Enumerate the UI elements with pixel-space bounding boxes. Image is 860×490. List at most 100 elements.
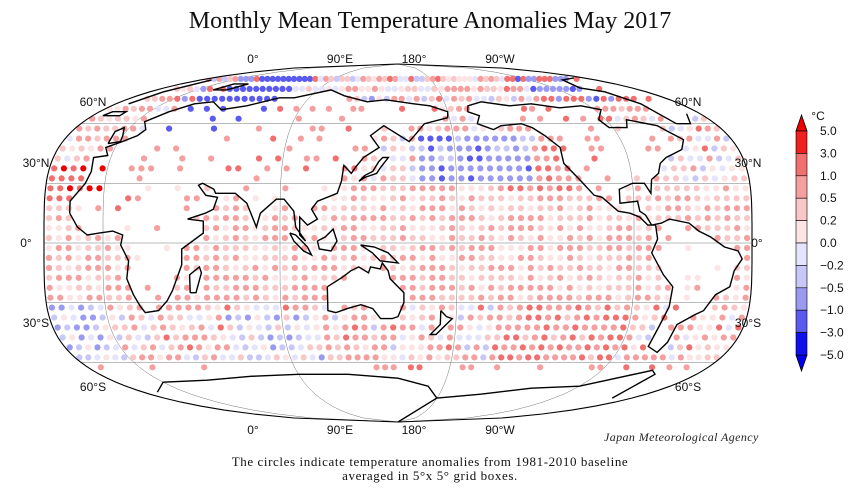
anomaly-dot	[338, 75, 346, 82]
anomaly-dot	[626, 244, 633, 252]
anomaly-dot	[517, 225, 525, 232]
anomaly-dot	[409, 155, 416, 162]
anomaly-dot	[390, 195, 397, 202]
anomaly-dot	[626, 334, 633, 341]
anomaly-dot	[692, 334, 699, 341]
anomaly-dot	[301, 274, 308, 281]
coastline-americas	[466, 101, 744, 354]
anomaly-dot	[96, 185, 103, 192]
anomaly-dot	[183, 264, 190, 271]
anomaly-dot	[409, 175, 416, 182]
map-caption: The circles indicate temperature anomali…	[0, 455, 860, 483]
anomaly-dot	[488, 215, 495, 222]
anomaly-dot	[477, 314, 484, 321]
anomaly-dot	[537, 274, 544, 281]
anomaly-dot	[173, 145, 180, 152]
anomaly-dot	[270, 344, 277, 351]
anomaly-dot	[610, 105, 617, 112]
anomaly-dot	[302, 165, 310, 172]
anomaly-dot	[445, 344, 452, 351]
anomaly-dot	[537, 205, 544, 212]
anomaly-dot	[578, 354, 586, 361]
anomaly-dot	[677, 125, 684, 132]
anomaly-dot	[593, 95, 600, 102]
legend-tick-label: −0.2	[820, 258, 844, 272]
anomaly-dot	[174, 185, 181, 192]
anomaly-dot	[625, 195, 632, 202]
anomaly-dot	[209, 115, 216, 122]
anomaly-dot	[269, 75, 276, 82]
anomaly-dot	[175, 304, 182, 311]
anomaly-dot	[493, 75, 500, 82]
anomaly-dot	[380, 205, 387, 212]
anomaly-dot	[536, 85, 543, 92]
anomaly-dot	[399, 105, 406, 112]
anomaly-dot	[282, 354, 289, 361]
anomaly-dot	[676, 344, 684, 351]
anomaly-dot	[731, 304, 738, 311]
anomaly-dot	[409, 195, 416, 202]
anomaly-dot	[222, 274, 230, 281]
anomaly-dot	[353, 344, 360, 351]
anomaly-dot	[516, 165, 523, 172]
anomaly-dot	[616, 254, 623, 261]
anomaly-dot	[196, 95, 203, 102]
anomaly-dot	[536, 175, 543, 182]
anomaly-dot	[75, 284, 83, 291]
anomaly-dot	[675, 215, 682, 222]
anomaly-dots	[45, 75, 751, 371]
anomaly-dot	[65, 215, 72, 222]
anomaly-dot	[744, 234, 751, 242]
anomaly-dot	[86, 185, 93, 192]
anomaly-dot	[281, 205, 289, 212]
anomaly-dot	[527, 244, 534, 252]
anomaly-dot	[399, 344, 406, 351]
anomaly-dot	[546, 185, 553, 192]
anomaly-dot	[252, 294, 260, 301]
anomaly-dot	[429, 234, 436, 242]
anomaly-dot	[587, 354, 595, 361]
anomaly-dot	[350, 234, 357, 242]
anomaly-dot	[692, 175, 699, 182]
anomaly-dot	[318, 125, 325, 132]
anomaly-dot	[586, 225, 593, 232]
anomaly-dot	[725, 155, 732, 162]
anomaly-dot	[138, 105, 145, 112]
globe-outline	[43, 63, 753, 423]
anomaly-dot	[477, 75, 484, 82]
legend-tick-label: −0.5	[820, 281, 844, 295]
anomaly-dot	[655, 244, 662, 252]
anomaly-dot	[654, 185, 661, 192]
anomaly-dot	[380, 324, 387, 331]
anomaly-dot	[409, 244, 416, 252]
anomaly-dot	[187, 105, 194, 112]
anomaly-dot	[419, 225, 426, 232]
anomaly-dot	[625, 274, 633, 281]
anomaly-dot	[704, 344, 711, 351]
anomaly-dot	[260, 344, 267, 351]
anomaly-dot	[547, 215, 554, 222]
anomaly-dot	[616, 334, 624, 341]
anomaly-dot	[635, 195, 642, 202]
anomaly-dot	[547, 274, 554, 281]
anomaly-dot	[472, 75, 479, 82]
anomaly-dot	[121, 324, 128, 331]
anomaly-dot	[322, 75, 330, 82]
anomaly-dot	[201, 354, 209, 361]
anomaly-dot	[488, 244, 495, 252]
anomaly-dot	[507, 125, 514, 132]
anomaly-dot	[149, 364, 156, 371]
anomaly-dot	[444, 354, 451, 361]
anomaly-dot	[390, 364, 397, 371]
anomaly-dot	[510, 135, 517, 142]
anomaly-dot	[203, 105, 210, 112]
anomaly-dot	[583, 314, 590, 321]
anomaly-dot	[309, 125, 316, 132]
anomaly-dot	[576, 284, 583, 291]
anomaly-dot	[243, 294, 250, 301]
anomaly-dot	[464, 344, 471, 351]
anomaly-dot	[606, 234, 613, 242]
anomaly-dot	[130, 105, 137, 112]
anomaly-dot	[163, 334, 170, 341]
anomaly-dot	[45, 215, 53, 222]
